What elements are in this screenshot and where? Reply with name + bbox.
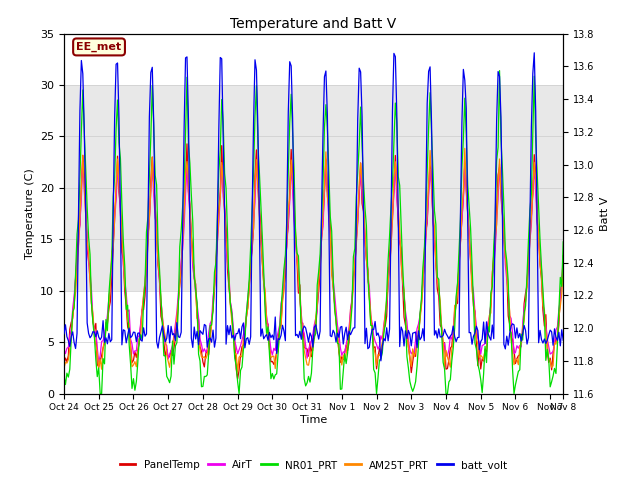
X-axis label: Time: Time <box>300 415 327 425</box>
Text: EE_met: EE_met <box>77 42 122 52</box>
Legend: PanelTemp, AirT, NR01_PRT, AM25T_PRT, batt_volt: PanelTemp, AirT, NR01_PRT, AM25T_PRT, ba… <box>116 456 511 475</box>
Y-axis label: Temperature (C): Temperature (C) <box>24 168 35 259</box>
Y-axis label: Batt V: Batt V <box>600 196 610 231</box>
Bar <box>64 85 563 291</box>
Title: Temperature and Batt V: Temperature and Batt V <box>230 17 397 31</box>
